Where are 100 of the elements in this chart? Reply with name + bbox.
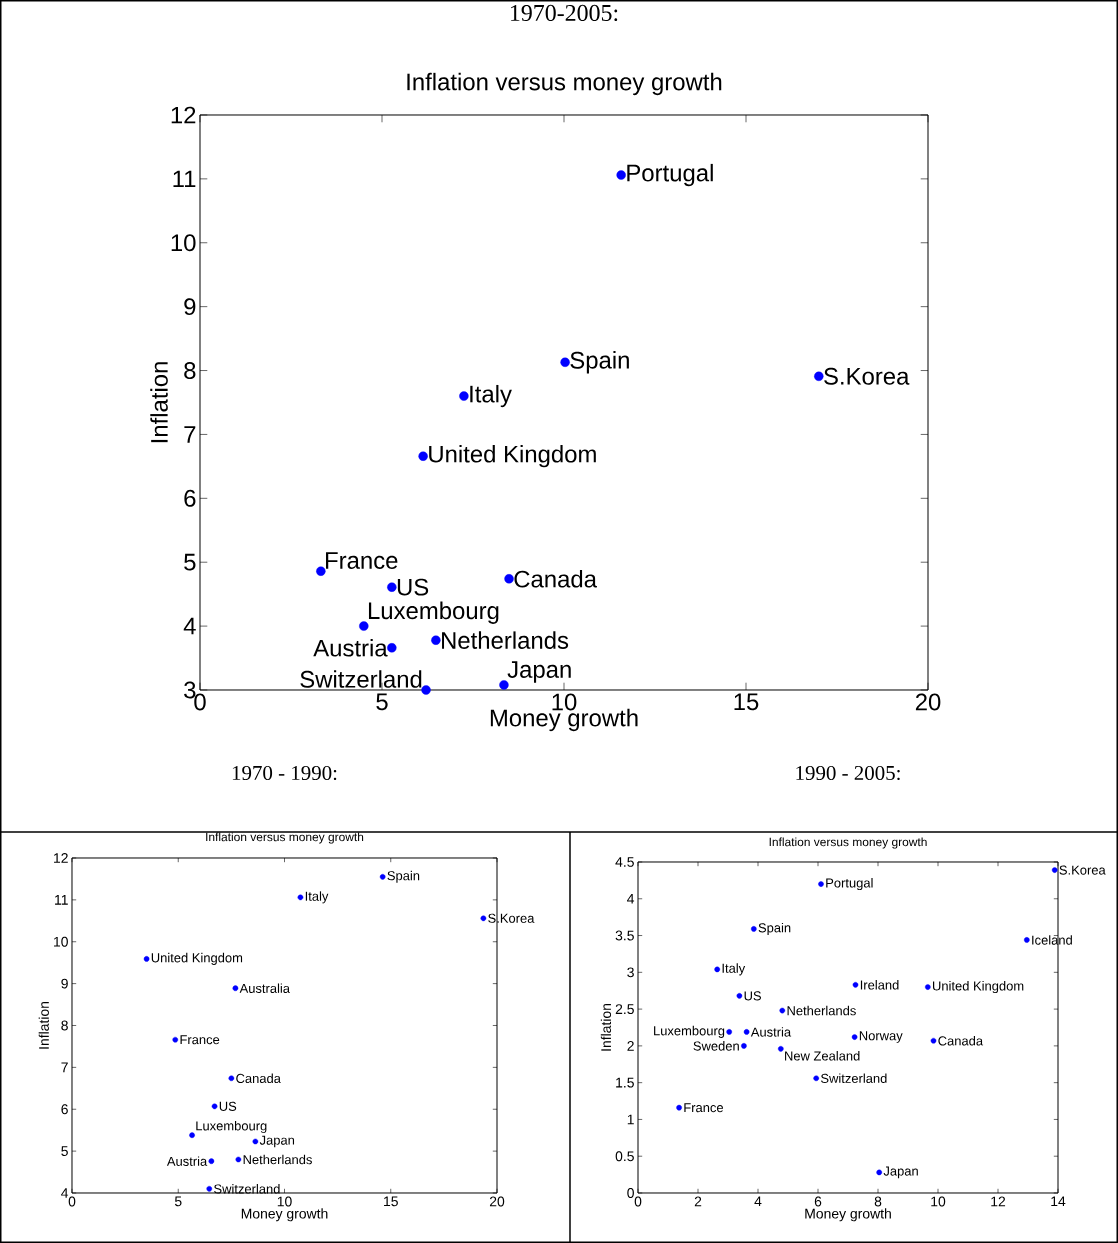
annotation: Luxembourg [196,1120,267,1133]
y-tick-label: 3 [627,967,634,978]
y-tick-label: 1.5 [616,1077,634,1088]
annotation: Switzerland [300,670,422,688]
x-axis-title: Money growth [241,1208,328,1222]
annotation: United Kingdom [933,980,1024,994]
annotation: Canada [938,1035,984,1046]
annotation: Austria [750,1027,792,1037]
y-tick-label: 8 [184,362,196,380]
point [504,574,514,584]
y-tick-label: 7 [184,426,196,443]
chart-title: 1970-2005: [510,4,618,22]
point [379,874,386,880]
x-tick-label: 0 [68,1196,76,1207]
chart-subtitle: Inflation versus money growth [769,837,927,849]
point [851,1034,858,1040]
x-tick-label: 15 [384,1196,398,1207]
annotation: Canada [514,570,597,588]
x-tick-label: 15 [734,693,759,711]
point [778,1046,784,1052]
point [252,1138,259,1145]
y-tick-label: 4 [183,617,196,635]
point [172,1036,179,1043]
annotation: New Zealand [785,1051,860,1061]
annotation: Switzerland [821,1073,887,1083]
y-axis-title: Inflation [38,1001,49,1049]
annotation: Ireland [860,980,899,990]
y-tick-label: 3 [184,681,196,699]
point [297,894,304,901]
y-tick-label: 10 [54,936,68,947]
y-tick-label: 4 [627,893,635,904]
y-tick-label: 3.5 [615,930,634,941]
point [459,391,469,401]
point [616,170,626,180]
y-tick-label: 4 [61,1188,69,1198]
y-tick-label: 12 [54,853,68,863]
annotation: US [397,578,429,596]
annotation: Portugal [627,163,713,187]
annotation: Italy [305,891,329,904]
annotation: US [219,1101,237,1111]
point [560,357,570,367]
x-tick-label: 12 [991,1196,1006,1207]
y-tick-label: 10 [171,234,196,252]
point [741,1043,747,1049]
y-tick-label: 4.5 [615,857,634,867]
point [206,1186,213,1192]
annotation: Iceland [1032,935,1072,945]
annotation: Italy [470,384,512,408]
chart-title: 1990 - 2005: [796,765,900,781]
y-tick-label: 12 [171,106,196,124]
chart-subtitle: Inflation versus money growth [407,72,722,96]
point [676,1104,682,1111]
y-tick-label: 1 [627,1114,634,1125]
point [743,1029,750,1035]
y-tick-label: 8 [61,1020,68,1031]
y-tick-label: 6 [184,489,196,507]
annotation: Netherlands [442,631,569,649]
y-tick-label: 6 [61,1104,68,1115]
point [431,635,441,645]
point [1051,867,1058,873]
point [813,1075,819,1082]
point [387,582,397,592]
x-tick-label: 14 [1051,1196,1066,1207]
point [359,621,369,631]
y-tick-label: 7 [61,1062,68,1073]
y-tick-label: 2.5 [615,1004,634,1015]
point [876,1169,883,1176]
annotation: Netherlands [243,1154,312,1165]
y-axis-title: Inflation [150,362,168,443]
point [925,984,931,990]
x-tick-label: 8 [874,1196,882,1207]
annotation: Luxembourg [368,601,499,624]
annotation: Australia [239,983,290,993]
point [736,993,743,999]
y-tick-label: 11 [173,170,196,188]
point [1024,937,1030,943]
annotation: Japan [259,1135,295,1148]
annotation: United Kingdom [429,445,596,468]
annotation: Japan [883,1166,918,1179]
annotation: United Kingdom [151,952,243,965]
annotation: Luxembourg [654,1025,725,1038]
y-axis-title: Inflation [600,1003,612,1051]
annotation: S.Korea [824,367,910,385]
point [852,982,859,988]
y-tick-label: 9 [61,978,68,989]
annotation: Austria [166,1156,208,1166]
point [779,1007,786,1014]
annotation: S.Korea [488,913,535,923]
annotation: US [744,991,761,1001]
y-tick-label: 0.5 [615,1151,634,1162]
chart-subtitle: Inflation versus money growth [206,832,364,844]
annotation: Netherlands [787,1005,856,1016]
point [143,956,150,962]
annotation: Austria [313,639,388,657]
point [232,985,239,992]
point [421,685,431,695]
annotation: Norway [859,1031,903,1043]
point [418,451,428,461]
annotation: Japan [507,661,571,683]
annotation: Canada [236,1073,281,1084]
